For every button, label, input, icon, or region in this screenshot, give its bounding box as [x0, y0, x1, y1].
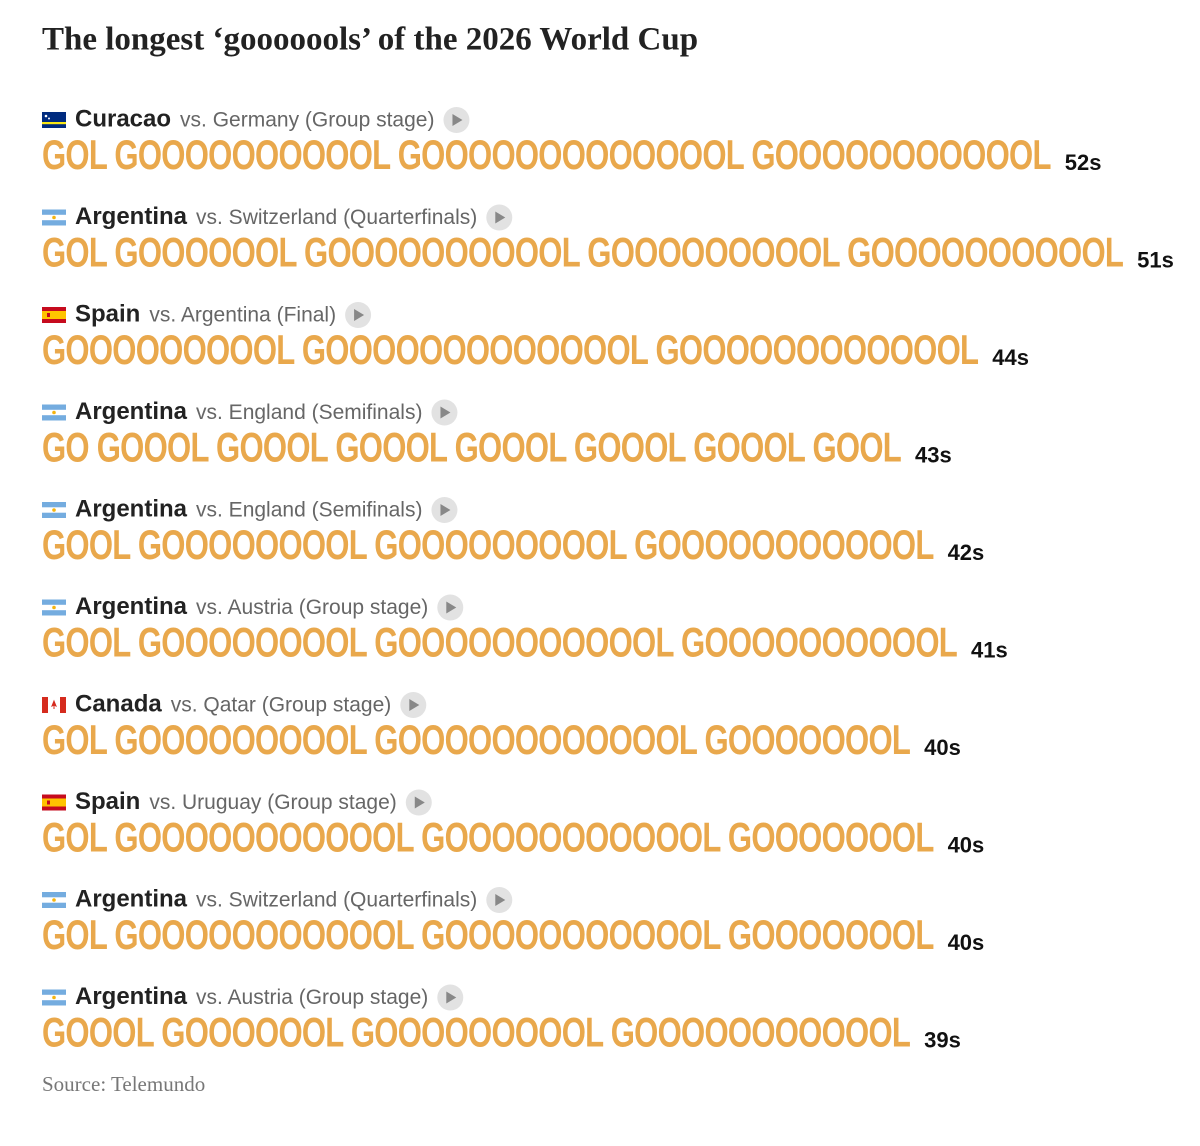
duration: 42s [948, 540, 985, 565]
goal-group: GOOL GOOOOOOOOL GOOOOOOOOOL GOOOOOOOOOOO… [42, 522, 935, 569]
play-button[interactable] [431, 497, 458, 523]
play-button[interactable] [437, 984, 464, 1011]
flag [42, 599, 66, 616]
goal-group: GOL GOOOOOOOOOOOL GOOOOOOOOOOOL GOOOOOOO… [42, 814, 935, 861]
play-button[interactable] [486, 887, 513, 913]
goal-text: GOOOL GOOOOOOL GOOOOOOOOOL GOOOOOOOOOOOL [42, 1009, 910, 1056]
goal-text: GOOL GOOOOOOOOL GOOOOOOOOOOOL GOOOOOOOOO… [42, 619, 957, 666]
play-icon [495, 894, 506, 906]
flag [41, 696, 67, 714]
duration: 40s [948, 930, 985, 955]
match: vs. Austria (Group stage) [196, 986, 428, 1009]
goal-group: GOOOOOOOOOL GOOOOOOOOOOOOOL GOOOOOOOOOOO… [42, 327, 979, 374]
goal-text: GOOOOOOOOOL GOOOOOOOOOOOOOL GOOOOOOOOOOO… [42, 327, 979, 374]
play-icon [409, 699, 420, 711]
goal-text: GOL GOOOOOOL GOOOOOOOOOOL GOOOOOOOOOL GO… [42, 229, 1123, 276]
goal-text: GOL GOOOOOOOOOOL GOOOOOOOOOOOOOL GOOOOOO… [42, 132, 1051, 179]
flag [42, 502, 66, 518]
goal-text: GOL GOOOOOOOOOOOL GOOOOOOOOOOOL GOOOOOOO… [42, 814, 934, 861]
flag [42, 989, 66, 1006]
play-icon [495, 211, 506, 224]
match: vs. England (Semifinals) [196, 499, 422, 522]
flag [42, 209, 66, 226]
team: Argentina [75, 983, 188, 1010]
goal-text: GOL GOOOOOOOOOOOL GOOOOOOOOOOOL GOOOOOOO… [42, 912, 934, 959]
team: Argentina [75, 885, 188, 912]
team: Argentina [75, 203, 188, 230]
goal-group: GOL GOOOOOOL GOOOOOOOOOOL GOOOOOOOOOL GO… [42, 229, 1124, 276]
title: The longest ‘gooooools’ of the 2026 Worl… [42, 22, 698, 58]
flag [42, 794, 66, 811]
team: Argentina [75, 593, 188, 620]
duration: 40s [924, 735, 961, 760]
goal-text: GOOL GOOOOOOOOL GOOOOOOOOOL GOOOOOOOOOOO… [42, 522, 934, 569]
goal-group: GOL GOOOOOOOOOL GOOOOOOOOOOOOL GOOOOOOOL [42, 717, 911, 764]
match: vs. Uruguay (Group stage) [149, 791, 396, 814]
duration: 43s [915, 442, 952, 467]
play-button[interactable] [431, 399, 458, 426]
match: vs. Switzerland (Quarterfinals) [196, 206, 477, 229]
duration: 39s [924, 1027, 961, 1052]
play-icon [440, 504, 451, 516]
play-button[interactable] [437, 594, 464, 621]
team: Curacao [75, 105, 171, 132]
team: Spain [75, 788, 140, 815]
source: Source: Telemundo [42, 1072, 205, 1096]
play-button[interactable] [405, 789, 432, 816]
goal-group: GOOL GOOOOOOOOL GOOOOOOOOOOOL GOOOOOOOOO… [42, 619, 958, 666]
flag [42, 404, 66, 421]
match: vs. England (Semifinals) [196, 401, 422, 424]
match: vs. Switzerland (Quarterfinals) [196, 889, 477, 912]
goal-text: GOL GOOOOOOOOOL GOOOOOOOOOOOOL GOOOOOOOL [42, 717, 910, 764]
play-icon [452, 114, 463, 126]
team: Argentina [75, 398, 188, 425]
play-icon [414, 796, 425, 809]
duration: 52s [1065, 150, 1102, 175]
flag [42, 892, 66, 908]
match: vs. Qatar (Group stage) [171, 694, 392, 717]
match: vs. Argentina (Final) [149, 304, 336, 327]
play-icon [446, 991, 457, 1004]
goal-text: GO GOOOL GOOOL GOOOL GOOOL GOOOL GOOOL G… [42, 424, 901, 471]
play-icon [354, 309, 365, 321]
team: Spain [75, 300, 140, 327]
goal-group: GOL GOOOOOOOOOOOL GOOOOOOOOOOOL GOOOOOOO… [42, 912, 935, 959]
team: Argentina [75, 495, 188, 522]
flag [42, 112, 66, 128]
team: Canada [75, 690, 162, 717]
play-icon [446, 601, 457, 614]
duration: 41s [971, 637, 1008, 662]
goal-group: GOL GOOOOOOOOOOL GOOOOOOOOOOOOOL GOOOOOO… [42, 132, 1052, 179]
play-button[interactable] [400, 692, 427, 718]
duration: 44s [992, 345, 1029, 370]
match: vs. Germany (Group stage) [180, 109, 434, 132]
flag [42, 307, 66, 323]
play-button[interactable] [345, 302, 372, 328]
goal-group: GOOOL GOOOOOOL GOOOOOOOOOL GOOOOOOOOOOOL [42, 1009, 911, 1056]
play-icon [440, 406, 451, 419]
duration: 40s [948, 832, 985, 857]
play-button[interactable] [443, 107, 470, 133]
duration: 51s [1137, 247, 1174, 272]
play-button[interactable] [486, 204, 513, 231]
match: vs. Austria (Group stage) [196, 596, 428, 619]
goal-group: GO GOOOL GOOOL GOOOL GOOOL GOOOL GOOOL G… [42, 424, 902, 471]
